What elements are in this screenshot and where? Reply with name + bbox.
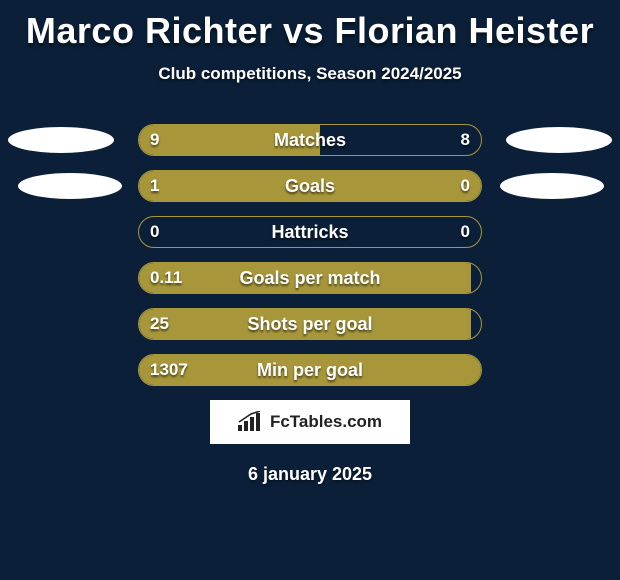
stat-row: 98Matches [0,124,620,156]
stat-rows: 98Matches 10Goals 00Hattricks 0.11Goals per… [0,124,620,386]
page-subtitle: Club competitions, Season 2024/2025 [0,64,620,84]
stat-label: Min per goal [138,354,482,386]
stat-label: Goals [138,170,482,202]
stat-label: Matches [138,124,482,156]
stat-row: 10Goals [0,170,620,202]
stat-row: 1307Min per goal [0,354,620,386]
stat-label: Shots per goal [138,308,482,340]
brand-chart-icon [238,411,264,433]
player-right-oval [506,127,612,153]
player-right-oval [500,173,604,199]
brand-text: FcTables.com [270,412,382,432]
date-label: 6 january 2025 [0,464,620,485]
player-left-oval [8,127,114,153]
player-left-oval [18,173,122,199]
stat-row: 0.11Goals per match [0,262,620,294]
stat-label: Goals per match [138,262,482,294]
page-title: Marco Richter vs Florian Heister [0,0,620,52]
stat-label: Hattricks [138,216,482,248]
brand-badge: FcTables.com [210,400,410,444]
stat-row: 25Shots per goal [0,308,620,340]
stat-row: 00Hattricks [0,216,620,248]
